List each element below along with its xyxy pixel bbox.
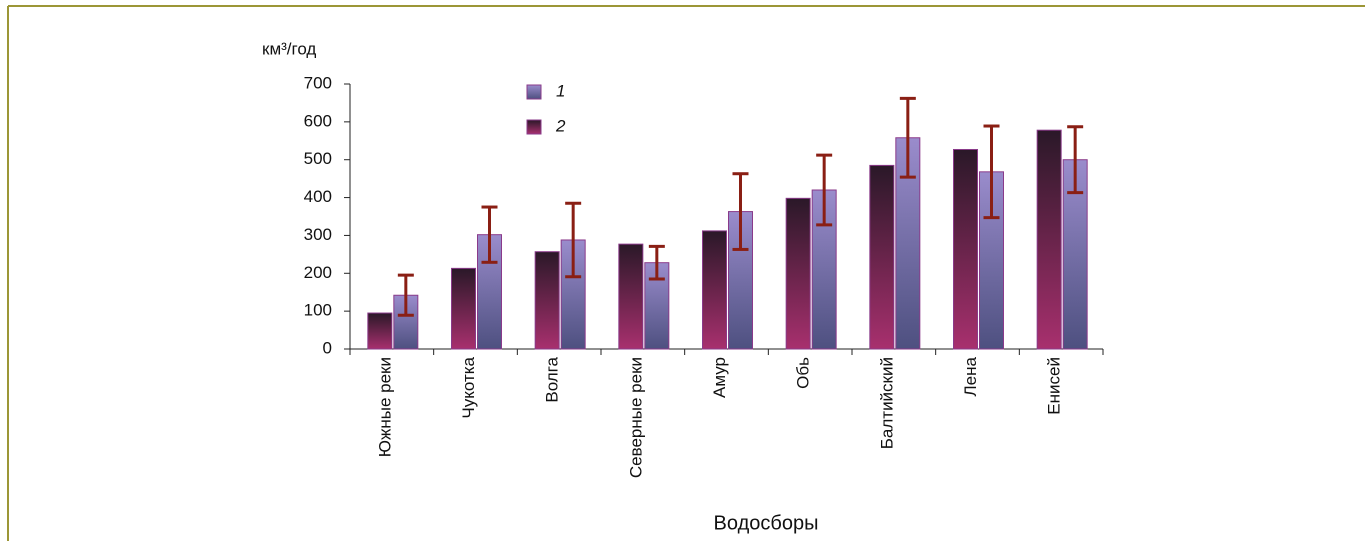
bar (618, 243, 644, 350)
error-bar (732, 172, 749, 251)
error-bar (899, 96, 916, 179)
bar (953, 148, 978, 350)
y-tick-label: 600 (304, 111, 332, 130)
legend-label: 2 (555, 116, 566, 135)
bar (869, 164, 895, 350)
y-tick-label: 300 (304, 225, 332, 244)
x-tick-label: Балтийский (877, 357, 896, 449)
legend-swatch (526, 119, 542, 135)
error-bar (648, 244, 665, 281)
x-tick-label: Обь (794, 357, 813, 389)
x-tick-label: Енисей (1045, 357, 1064, 415)
error-bar (983, 124, 1000, 220)
x-tick-label: Чукотка (459, 356, 478, 418)
x-tick-label: Волга (543, 356, 562, 402)
x-tick-label: Лена (961, 356, 980, 396)
error-bar (397, 273, 414, 317)
error-bar (1067, 125, 1084, 195)
y-tick-label: 200 (304, 263, 332, 282)
x-tick-label: Амур (710, 357, 729, 398)
bar (785, 197, 811, 350)
y-tick-label: 400 (304, 187, 332, 206)
y-tick-label: 0 (323, 338, 332, 357)
error-bar (565, 201, 582, 279)
x-tick-label: Южные реки (375, 357, 394, 457)
y-tick-label: 700 (304, 73, 332, 92)
bar (702, 230, 727, 350)
bar (1036, 129, 1062, 350)
y-axis-label: км³/год (262, 39, 316, 58)
bar (367, 312, 393, 350)
y-tick-label: 100 (304, 301, 332, 320)
bar (534, 251, 560, 350)
legend-label: 1 (556, 81, 565, 100)
bar (451, 267, 476, 350)
error-bar (481, 205, 498, 264)
x-tick-label: Северные реки (626, 357, 645, 478)
error-bar (816, 153, 833, 227)
legend-swatch (526, 84, 542, 100)
x-axis-label: Водосборы (714, 512, 819, 534)
y-tick-label: 500 (304, 149, 332, 168)
